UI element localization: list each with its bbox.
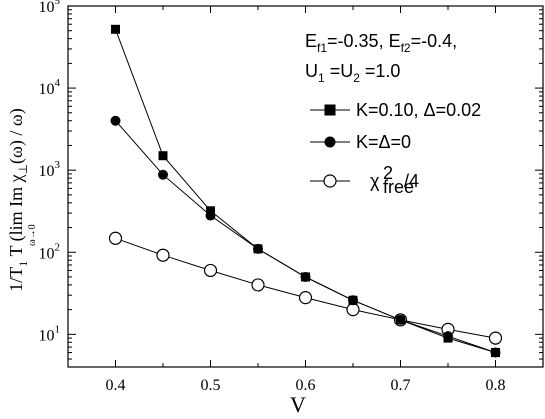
series-0 bbox=[111, 24, 500, 358]
x-tick-label: 0.7 bbox=[391, 377, 411, 394]
svg-text:K=0.10, Δ=0.02: K=0.10, Δ=0.02 bbox=[356, 100, 481, 120]
data-point-square bbox=[206, 206, 215, 216]
data-point-filled-circle bbox=[158, 169, 168, 180]
legend-open-circle-marker bbox=[323, 174, 337, 188]
y-tick-label: 103 bbox=[39, 159, 61, 180]
svg-text:2: 2 bbox=[383, 163, 393, 183]
lim-text: lim bbox=[6, 211, 26, 235]
svg-text:free: free bbox=[383, 177, 414, 197]
data-point-square bbox=[396, 315, 405, 325]
data-point-square bbox=[443, 333, 453, 343]
legend-square-marker bbox=[324, 104, 336, 116]
legend-entry-chi-free: χ 2 free /4 bbox=[310, 163, 419, 197]
svg-text:1/T1 T (lim Im χ⊥(ω) / ω): 1/T1 T (lim Im χ⊥(ω) / ω) bbox=[6, 108, 30, 291]
series-line bbox=[115, 237, 496, 339]
legend-entry-k0: K=Δ=0 bbox=[310, 132, 411, 152]
y-axis: 101 102 103 104 105 bbox=[39, 0, 543, 368]
series-line bbox=[115, 120, 496, 353]
series-1 bbox=[110, 115, 501, 358]
x-tick-label: 0.5 bbox=[201, 377, 221, 394]
svg-text:K=Δ=0: K=Δ=0 bbox=[356, 132, 411, 152]
data-point-open-circle bbox=[203, 263, 218, 278]
data-point-open-circle bbox=[108, 231, 123, 245]
legend: K=0.10, Δ=0.02 K=Δ=0 χ 2 free /4 bbox=[310, 100, 481, 197]
data-point-square bbox=[111, 24, 120, 34]
y-tick-label: 105 bbox=[39, 0, 61, 16]
lim-subscript: ω→0 bbox=[27, 224, 38, 246]
data-point-open-circle bbox=[488, 331, 503, 345]
data-point-filled-circle bbox=[110, 115, 121, 126]
x-tick-label: 0.8 bbox=[486, 377, 506, 394]
series-layer bbox=[108, 24, 503, 358]
y-axis-label: 1/T1 T (lim Im χ⊥(ω) / ω) ω→0 bbox=[6, 108, 38, 291]
data-point-square bbox=[348, 295, 358, 305]
parameter-annotation: Ef1=-0.35, Ef2=-0.4, U1 =U2 =1.0 bbox=[305, 31, 457, 85]
data-point-open-circle bbox=[346, 303, 360, 317]
y-tick-label: 101 bbox=[39, 323, 61, 344]
series-2 bbox=[108, 231, 503, 345]
x-tick-label: 0.6 bbox=[296, 377, 316, 394]
data-point-square bbox=[301, 272, 310, 282]
data-point-square bbox=[491, 348, 500, 358]
svg-text:U1 =U2 =1.0: U1 =U2 =1.0 bbox=[305, 61, 400, 85]
data-point-open-circle bbox=[251, 278, 265, 292]
x-axis-label: V bbox=[290, 392, 306, 417]
y-tick-label: 104 bbox=[39, 77, 61, 98]
y-tick-label: 102 bbox=[39, 241, 61, 262]
data-point-square bbox=[253, 244, 263, 254]
data-point-open-circle bbox=[156, 248, 170, 262]
data-point-square bbox=[158, 151, 168, 161]
x-tick-label: 0.4 bbox=[106, 377, 126, 394]
svg-text:Ef1=-0.35, Ef2=-0.4,: Ef1=-0.35, Ef2=-0.4, bbox=[305, 31, 457, 55]
svg-text:χ: χ bbox=[370, 171, 380, 191]
x-axis: 0.4 0.5 0.6 0.7 0.8 bbox=[67, 6, 544, 394]
legend-entry-k010: K=0.10, Δ=0.02 bbox=[310, 100, 481, 120]
data-point-open-circle bbox=[298, 291, 313, 305]
svg-text:/4: /4 bbox=[404, 171, 419, 191]
legend-filled-circle-marker bbox=[324, 136, 336, 148]
